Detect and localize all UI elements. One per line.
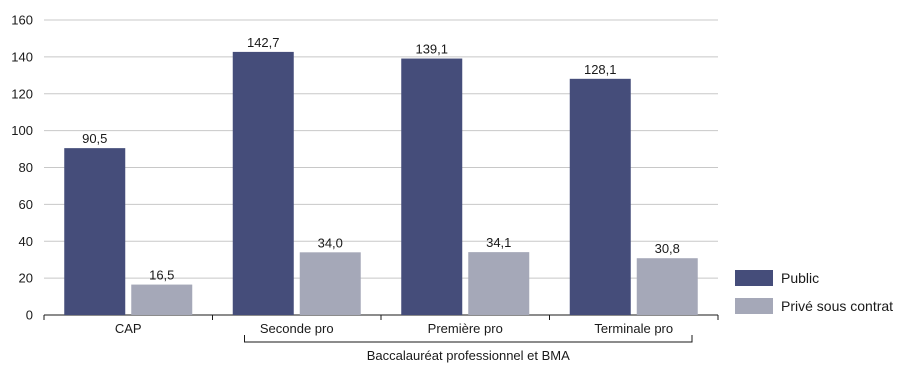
category-label: Seconde pro [260,321,334,336]
category-label: Terminale pro [594,321,673,336]
y-tick-label: 0 [26,308,33,323]
bar-public-1 [232,51,294,315]
data-label: 34,0 [318,235,343,250]
gridlines [43,19,719,320]
data-label: 142,7 [247,35,280,50]
data-label: 16,5 [149,268,174,283]
data-label: 30,8 [655,241,680,256]
category-labels: CAP Seconde pro Première pro Terminale pro [115,321,673,336]
y-tick-label: 140 [11,49,33,64]
y-tick-label: 60 [19,197,33,212]
data-label: 128,1 [584,62,617,77]
y-tick-label: 80 [19,160,33,175]
group-bracket-line [244,335,693,343]
data-label: 139,1 [415,42,448,57]
category-label: Première pro [428,321,503,336]
bar-prive-1 [299,252,361,315]
category-label: CAP [115,321,142,336]
bar-public-2 [401,58,463,316]
group-label: Baccalauréat professionnel et BMA [367,348,570,363]
data-label: 34,1 [486,235,511,250]
legend-swatch [735,270,773,286]
data-label: 90,5 [82,131,107,146]
bar-public-0 [64,148,126,315]
group-bracket: Baccalauréat professionnel et BMA [244,335,693,363]
bar-prive-2 [468,252,530,315]
legend-label: Public [781,270,819,286]
y-tick-label: 20 [19,271,33,286]
bar-prive-0 [131,284,193,315]
y-axis-ticks: 0 20 40 60 80 100 120 140 160 [11,13,33,323]
bars [64,51,698,316]
legend-label: Privé sous contrat [781,298,893,314]
y-tick-label: 160 [11,13,33,28]
legend-swatch [735,298,773,314]
legend: Public Privé sous contrat [735,270,893,314]
bar-public-3 [569,78,631,315]
y-tick-label: 120 [11,86,33,101]
y-tick-label: 100 [11,123,33,138]
bar-prive-3 [636,258,698,315]
data-labels: 90,5 16,5 142,7 34,0 139,1 34,1 128,1 30,8 [82,35,680,283]
y-tick-label: 40 [19,234,33,249]
